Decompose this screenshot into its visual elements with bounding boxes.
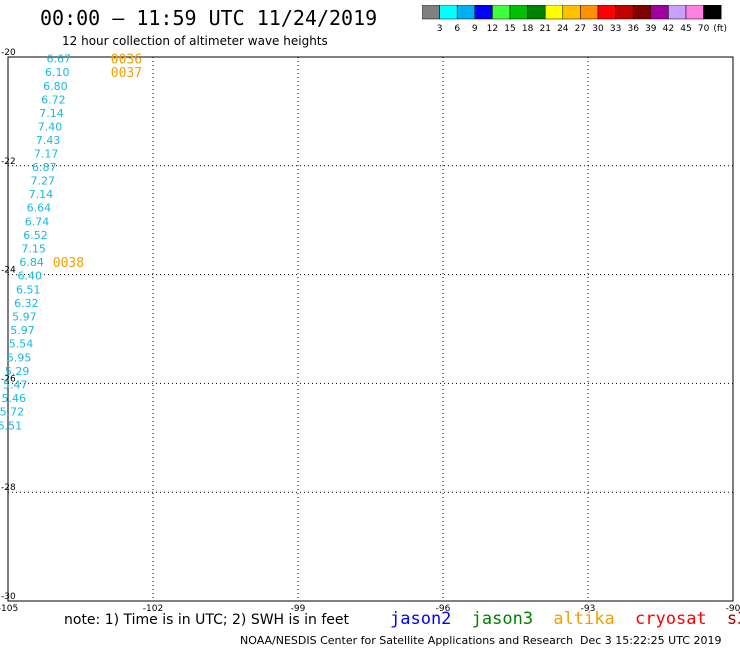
wave-height-value: 7.27 [31,174,56,187]
lat-tick-label: -28 [1,483,16,493]
wave-height-value: 5.95 [7,351,32,364]
pass-time-label: 0038 [53,256,84,271]
mission-legend: jason2 jason3 altika cryosat s3a [390,609,740,629]
mission-jason2: jason2 [390,609,452,629]
lon-tick-label: -105 [0,604,18,612]
mission-cryosat: cryosat [635,609,707,629]
wave-height-value: 6.80 [43,80,68,93]
lon-tick-label: -93 [581,604,596,612]
wave-height-value: 5.46 [2,392,27,405]
wave-height-value: 6.51 [16,283,41,296]
units-note: note: 1) Time is in UTC; 2) SWH is in fe… [64,612,350,628]
colorbar-label: 9 [472,24,478,34]
generation-timestamp: Dec 3 15:22:25 UTC 2019 [580,634,722,647]
lat-tick-label: -24 [1,266,16,276]
colorbar-label: 36 [627,24,639,34]
colorbar-label: 30 [592,24,604,34]
lon-tick-label: -102 [143,604,163,612]
wave-height-value: 6.40 [18,270,43,283]
wave-height-value: 7.14 [39,107,64,120]
colorbar-swatch [703,5,722,20]
colorbar-label: 3 [437,24,443,34]
altimeter-map: -105 -102 -99 -96 -93 -90 -20 -22 -24 -26 -28 -30 6.… [0,48,740,612]
lat-tick-label: -22 [1,157,16,167]
wave-height-value: 6.67 [47,53,72,66]
wave-height-value: 7.14 [29,188,54,201]
wave-height-value: 6.84 [19,256,44,269]
wave-height-value: 7.17 [34,147,59,160]
wave-height-value: 6.74 [25,215,50,228]
wave-height-value: 7.40 [38,121,63,134]
mission-jason3: jason3 [471,609,534,629]
colorbar-label: 24 [557,24,569,34]
colorbar-label: 42 [663,24,674,34]
colorbar-label: 21 [539,24,550,34]
colorbar-label: 45 [680,24,691,34]
colorbar-label: 33 [610,24,621,34]
map-title: 00:00 – 11:59 UTC 11/24/2019 [40,6,378,30]
wave-height-value: 5.51 [0,419,22,432]
mission-altika: altika [553,609,615,629]
map-frame [7,56,734,602]
mission-s3a: s3a [726,609,740,629]
lat-tick-label: -30 [1,592,16,602]
wave-height-value: 5.47 [3,378,28,391]
colorbar-label: 12 [487,24,498,34]
wave-height-value: 6.87 [32,161,57,174]
wave-height-value: 6.10 [45,66,70,79]
colorbar-unit: (ft) [713,24,727,34]
wave-height-value: 7.43 [36,134,61,147]
lon-tick-label: -99 [291,604,306,612]
wave-height-colorbar: 3 6 9 12 15 18 21 24 27 30 33 36 39 42 45 70 (ft) [422,5,727,34]
colorbar-label: 15 [504,24,515,34]
credit-line: NOAA/NESDIS Center for Satellite Applica… [240,634,574,647]
wave-height-value: 5.54 [9,338,34,351]
lat-tick-label: -26 [1,374,16,384]
colorbar-label: 6 [454,24,460,34]
wave-height-value: 6.32 [14,297,39,310]
wave-height-value: 7.15 [21,242,46,255]
wave-height-value: 5.29 [5,365,30,378]
map-subtitle: 12 hour collection of altimeter wave hei… [62,34,328,48]
lat-tick-label: -20 [1,48,16,58]
colorbar-label: 18 [522,24,534,34]
wave-height-value: 6.52 [23,229,48,242]
wave-height-value: 5.97 [10,324,35,337]
colorbar-label: 39 [645,24,657,34]
wave-height-value: 6.64 [27,202,52,215]
wave-height-value: 5.72 [0,406,24,419]
colorbar-label: 70 [698,24,710,34]
lon-tick-label: -90 [726,604,740,612]
pass-time-label: 0036 [111,53,142,68]
wave-height-value: 6.72 [41,93,66,106]
lon-tick-label: -96 [436,604,451,612]
pass-time-label: 0037 [111,66,142,81]
colorbar-label: 27 [575,24,586,34]
wave-height-value: 5.97 [12,310,37,323]
